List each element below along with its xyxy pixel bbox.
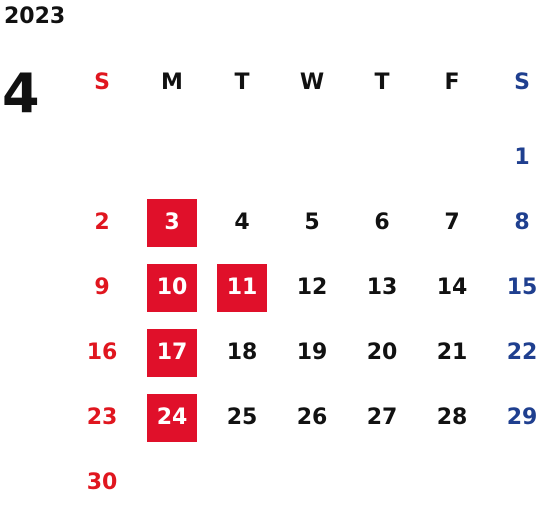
day-number: 14 bbox=[436, 275, 468, 300]
empty-day-cell bbox=[67, 125, 137, 190]
day-number: 26 bbox=[296, 405, 328, 430]
day-number: 10 bbox=[147, 263, 197, 312]
day-cell: 4 bbox=[207, 190, 277, 255]
day-cell: 14 bbox=[417, 255, 487, 320]
day-number: 13 bbox=[366, 275, 398, 300]
day-number: 8 bbox=[514, 210, 530, 235]
day-number: 25 bbox=[226, 405, 258, 430]
day-cell: 26 bbox=[277, 385, 347, 450]
day-number: 20 bbox=[366, 340, 398, 365]
empty-day-cell bbox=[137, 450, 207, 515]
day-number: 15 bbox=[506, 275, 538, 300]
day-number: 11 bbox=[217, 263, 267, 312]
day-number: 4 bbox=[234, 210, 250, 235]
day-cell: 16 bbox=[67, 320, 137, 385]
day-number: 1 bbox=[514, 145, 530, 170]
day-cell: 15 bbox=[487, 255, 548, 320]
empty-day-cell bbox=[277, 125, 347, 190]
day-cell: 28 bbox=[417, 385, 487, 450]
empty-day-cell bbox=[487, 450, 548, 515]
day-number: 7 bbox=[444, 210, 460, 235]
day-cell-highlighted: 10 bbox=[137, 255, 207, 320]
day-number: 28 bbox=[436, 405, 468, 430]
day-number: 19 bbox=[296, 340, 328, 365]
day-number: 12 bbox=[296, 275, 328, 300]
day-number: 17 bbox=[147, 328, 197, 377]
day-number: 30 bbox=[86, 470, 118, 495]
day-cell: 9 bbox=[67, 255, 137, 320]
day-number: 27 bbox=[366, 405, 398, 430]
day-cell: 22 bbox=[487, 320, 548, 385]
weekday-header-monday: M bbox=[161, 69, 183, 95]
calendar-grid: S M T W T F S 1 2 3 4 5 6 7 8 9 10 11 12 13 14 15 16 17 1… bbox=[67, 60, 548, 515]
weekday-header-tuesday: T bbox=[234, 69, 250, 95]
day-cell: 7 bbox=[417, 190, 487, 255]
weekday-header-sunday: S bbox=[94, 69, 110, 95]
day-number: 2 bbox=[94, 210, 110, 235]
day-cell: 21 bbox=[417, 320, 487, 385]
day-number: 29 bbox=[506, 405, 538, 430]
year-label: 2023 bbox=[4, 4, 66, 29]
day-cell: 8 bbox=[487, 190, 548, 255]
day-cell: 20 bbox=[347, 320, 417, 385]
day-cell: 13 bbox=[347, 255, 417, 320]
day-number: 5 bbox=[304, 210, 320, 235]
day-number: 21 bbox=[436, 340, 468, 365]
day-number: 3 bbox=[147, 198, 197, 247]
day-cell: 25 bbox=[207, 385, 277, 450]
empty-day-cell bbox=[417, 125, 487, 190]
day-cell: 12 bbox=[277, 255, 347, 320]
weekday-header-thursday: T bbox=[374, 69, 390, 95]
day-cell: 19 bbox=[277, 320, 347, 385]
day-cell-highlighted: 11 bbox=[207, 255, 277, 320]
day-number: 9 bbox=[94, 275, 110, 300]
day-cell: 27 bbox=[347, 385, 417, 450]
day-cell-highlighted: 24 bbox=[137, 385, 207, 450]
day-number: 23 bbox=[86, 405, 118, 430]
weekday-header-wednesday: W bbox=[299, 69, 325, 95]
month-number: 4 bbox=[2, 62, 40, 125]
day-number: 16 bbox=[86, 340, 118, 365]
day-number: 24 bbox=[147, 393, 197, 442]
empty-day-cell bbox=[277, 450, 347, 515]
day-cell-highlighted: 17 bbox=[137, 320, 207, 385]
day-number: 6 bbox=[374, 210, 390, 235]
day-cell: 6 bbox=[347, 190, 417, 255]
empty-day-cell bbox=[417, 450, 487, 515]
day-cell: 30 bbox=[67, 450, 137, 515]
day-number: 18 bbox=[226, 340, 258, 365]
day-cell: 5 bbox=[277, 190, 347, 255]
day-cell-highlighted: 3 bbox=[137, 190, 207, 255]
day-cell: 23 bbox=[67, 385, 137, 450]
empty-day-cell bbox=[207, 125, 277, 190]
weekday-header-saturday: S bbox=[514, 69, 530, 95]
day-cell: 29 bbox=[487, 385, 548, 450]
day-cell: 18 bbox=[207, 320, 277, 385]
day-cell: 2 bbox=[67, 190, 137, 255]
empty-day-cell bbox=[347, 125, 417, 190]
empty-day-cell bbox=[207, 450, 277, 515]
empty-day-cell bbox=[347, 450, 417, 515]
day-cell: 1 bbox=[487, 125, 548, 190]
day-number: 22 bbox=[506, 340, 538, 365]
weekday-header-friday: F bbox=[444, 69, 460, 95]
empty-day-cell bbox=[137, 125, 207, 190]
